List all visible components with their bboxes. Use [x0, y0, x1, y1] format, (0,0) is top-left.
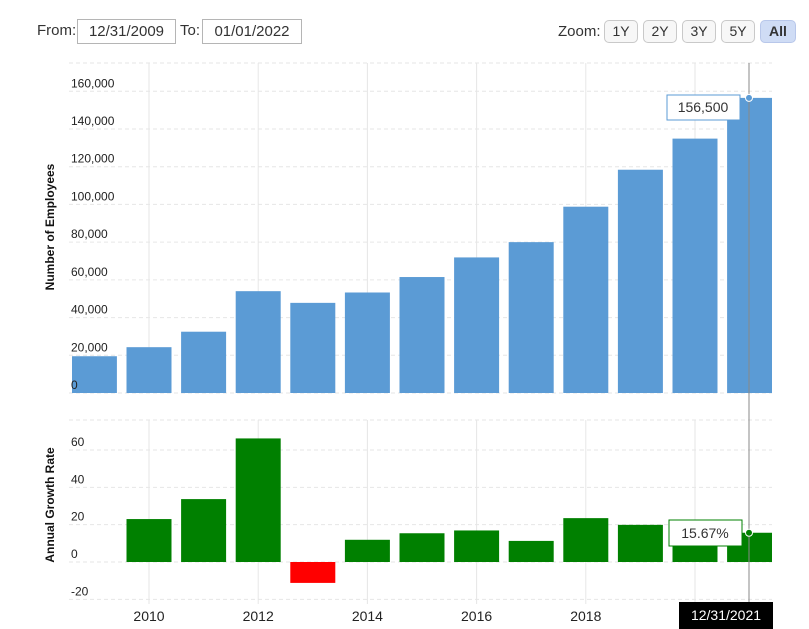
growth-bar-2011[interactable] — [181, 499, 227, 562]
growth-y-tick-label: -20 — [71, 584, 89, 598]
employees-bar-2009[interactable] — [72, 356, 117, 393]
employees-y-tick-label: 100,000 — [71, 189, 115, 203]
crosshair-date-label: 12/31/2021 — [679, 602, 773, 629]
growth-bar-2018[interactable] — [563, 518, 609, 562]
growth-y-tick-label: 20 — [71, 510, 85, 524]
zoom-all-button[interactable]: All — [760, 20, 796, 43]
employees-tooltip: 156,500 — [666, 94, 741, 121]
zoom-5y-button[interactable]: 5Y — [721, 20, 755, 43]
growth-axis-title: Annual Growth Rate — [43, 447, 57, 563]
employees-bar-2021[interactable] — [727, 97, 772, 393]
employees-bar-2013[interactable] — [290, 302, 336, 393]
employees-bars — [72, 97, 772, 393]
employees-bar-2014[interactable] — [344, 292, 390, 393]
from-label: From: — [37, 22, 77, 39]
to-label: To: — [180, 22, 201, 39]
growth-bar-2014[interactable] — [344, 539, 390, 562]
employees-bar-2015[interactable] — [399, 277, 445, 393]
employees-axis-title: Number of Employees — [43, 163, 57, 290]
employees-bar-2012[interactable] — [235, 291, 281, 393]
growth-tooltip-text: 15.67% — [681, 525, 728, 541]
growth-bar-2016[interactable] — [454, 530, 500, 562]
employees-bar-2016[interactable] — [454, 257, 500, 393]
x-tick-label: 2014 — [352, 608, 383, 624]
growth-bar-2017[interactable] — [508, 540, 554, 562]
toolbar: From: 12/31/2009 To: 01/01/2022 Zoom: 1Y… — [0, 0, 809, 60]
employees-tooltip-text: 156,500 — [678, 99, 729, 115]
employees-bar-2011[interactable] — [181, 331, 227, 393]
employees-y-tick-label: 120,000 — [71, 152, 115, 166]
employees-bar-2020[interactable] — [672, 138, 718, 393]
employees-y-tick-label: 40,000 — [71, 303, 108, 317]
x-tick-label: 2010 — [133, 608, 164, 624]
to-date-input[interactable]: 01/01/2022 — [202, 19, 302, 44]
x-tick-label: 2012 — [243, 608, 274, 624]
growth-bars — [126, 438, 772, 583]
zoom-label: Zoom: — [558, 23, 601, 40]
employees-y-tick-label: 20,000 — [71, 340, 108, 354]
growth-bar-2010[interactable] — [126, 519, 172, 562]
x-tick-label: 2018 — [570, 608, 601, 624]
growth-tooltip: 15.67% — [668, 519, 743, 547]
employees-y-tick-label: 160,000 — [71, 76, 115, 90]
employees-hover-marker — [745, 93, 753, 102]
employees-bar-2019[interactable] — [617, 169, 663, 393]
zoom-3y-button[interactable]: 3Y — [682, 20, 716, 43]
employees-bar-2010[interactable] — [126, 347, 172, 393]
growth-bar-2013[interactable] — [290, 562, 336, 583]
employees-y-tick-label: 80,000 — [71, 227, 108, 241]
growth-bar-2019[interactable] — [617, 524, 663, 562]
crosshair-date-text: 12/31/2021 — [691, 607, 761, 623]
employees-bar-2018[interactable] — [563, 206, 609, 393]
zoom-2y-button[interactable]: 2Y — [643, 20, 677, 43]
growth-y-tick-label: 0 — [71, 547, 78, 561]
employees-y-tick-label: 0 — [71, 378, 78, 392]
growth-hover-marker — [745, 528, 753, 537]
zoom-1y-button[interactable]: 1Y — [604, 20, 638, 43]
tick-labels: 2010 2012 2014 2016 2018 0 20,000 40,000 60,000 8… — [71, 76, 602, 624]
employees-bar-2017[interactable] — [508, 242, 554, 393]
employees-y-tick-label: 60,000 — [71, 265, 108, 279]
from-date-input[interactable]: 12/31/2009 — [77, 19, 176, 44]
x-tick-label: 2016 — [461, 608, 492, 624]
growth-y-tick-label: 40 — [71, 472, 85, 486]
growth-bar-2015[interactable] — [399, 533, 445, 562]
growth-y-tick-label: 60 — [71, 435, 85, 449]
growth-bar-2012[interactable] — [235, 438, 281, 562]
employees-y-tick-label: 140,000 — [71, 114, 115, 128]
